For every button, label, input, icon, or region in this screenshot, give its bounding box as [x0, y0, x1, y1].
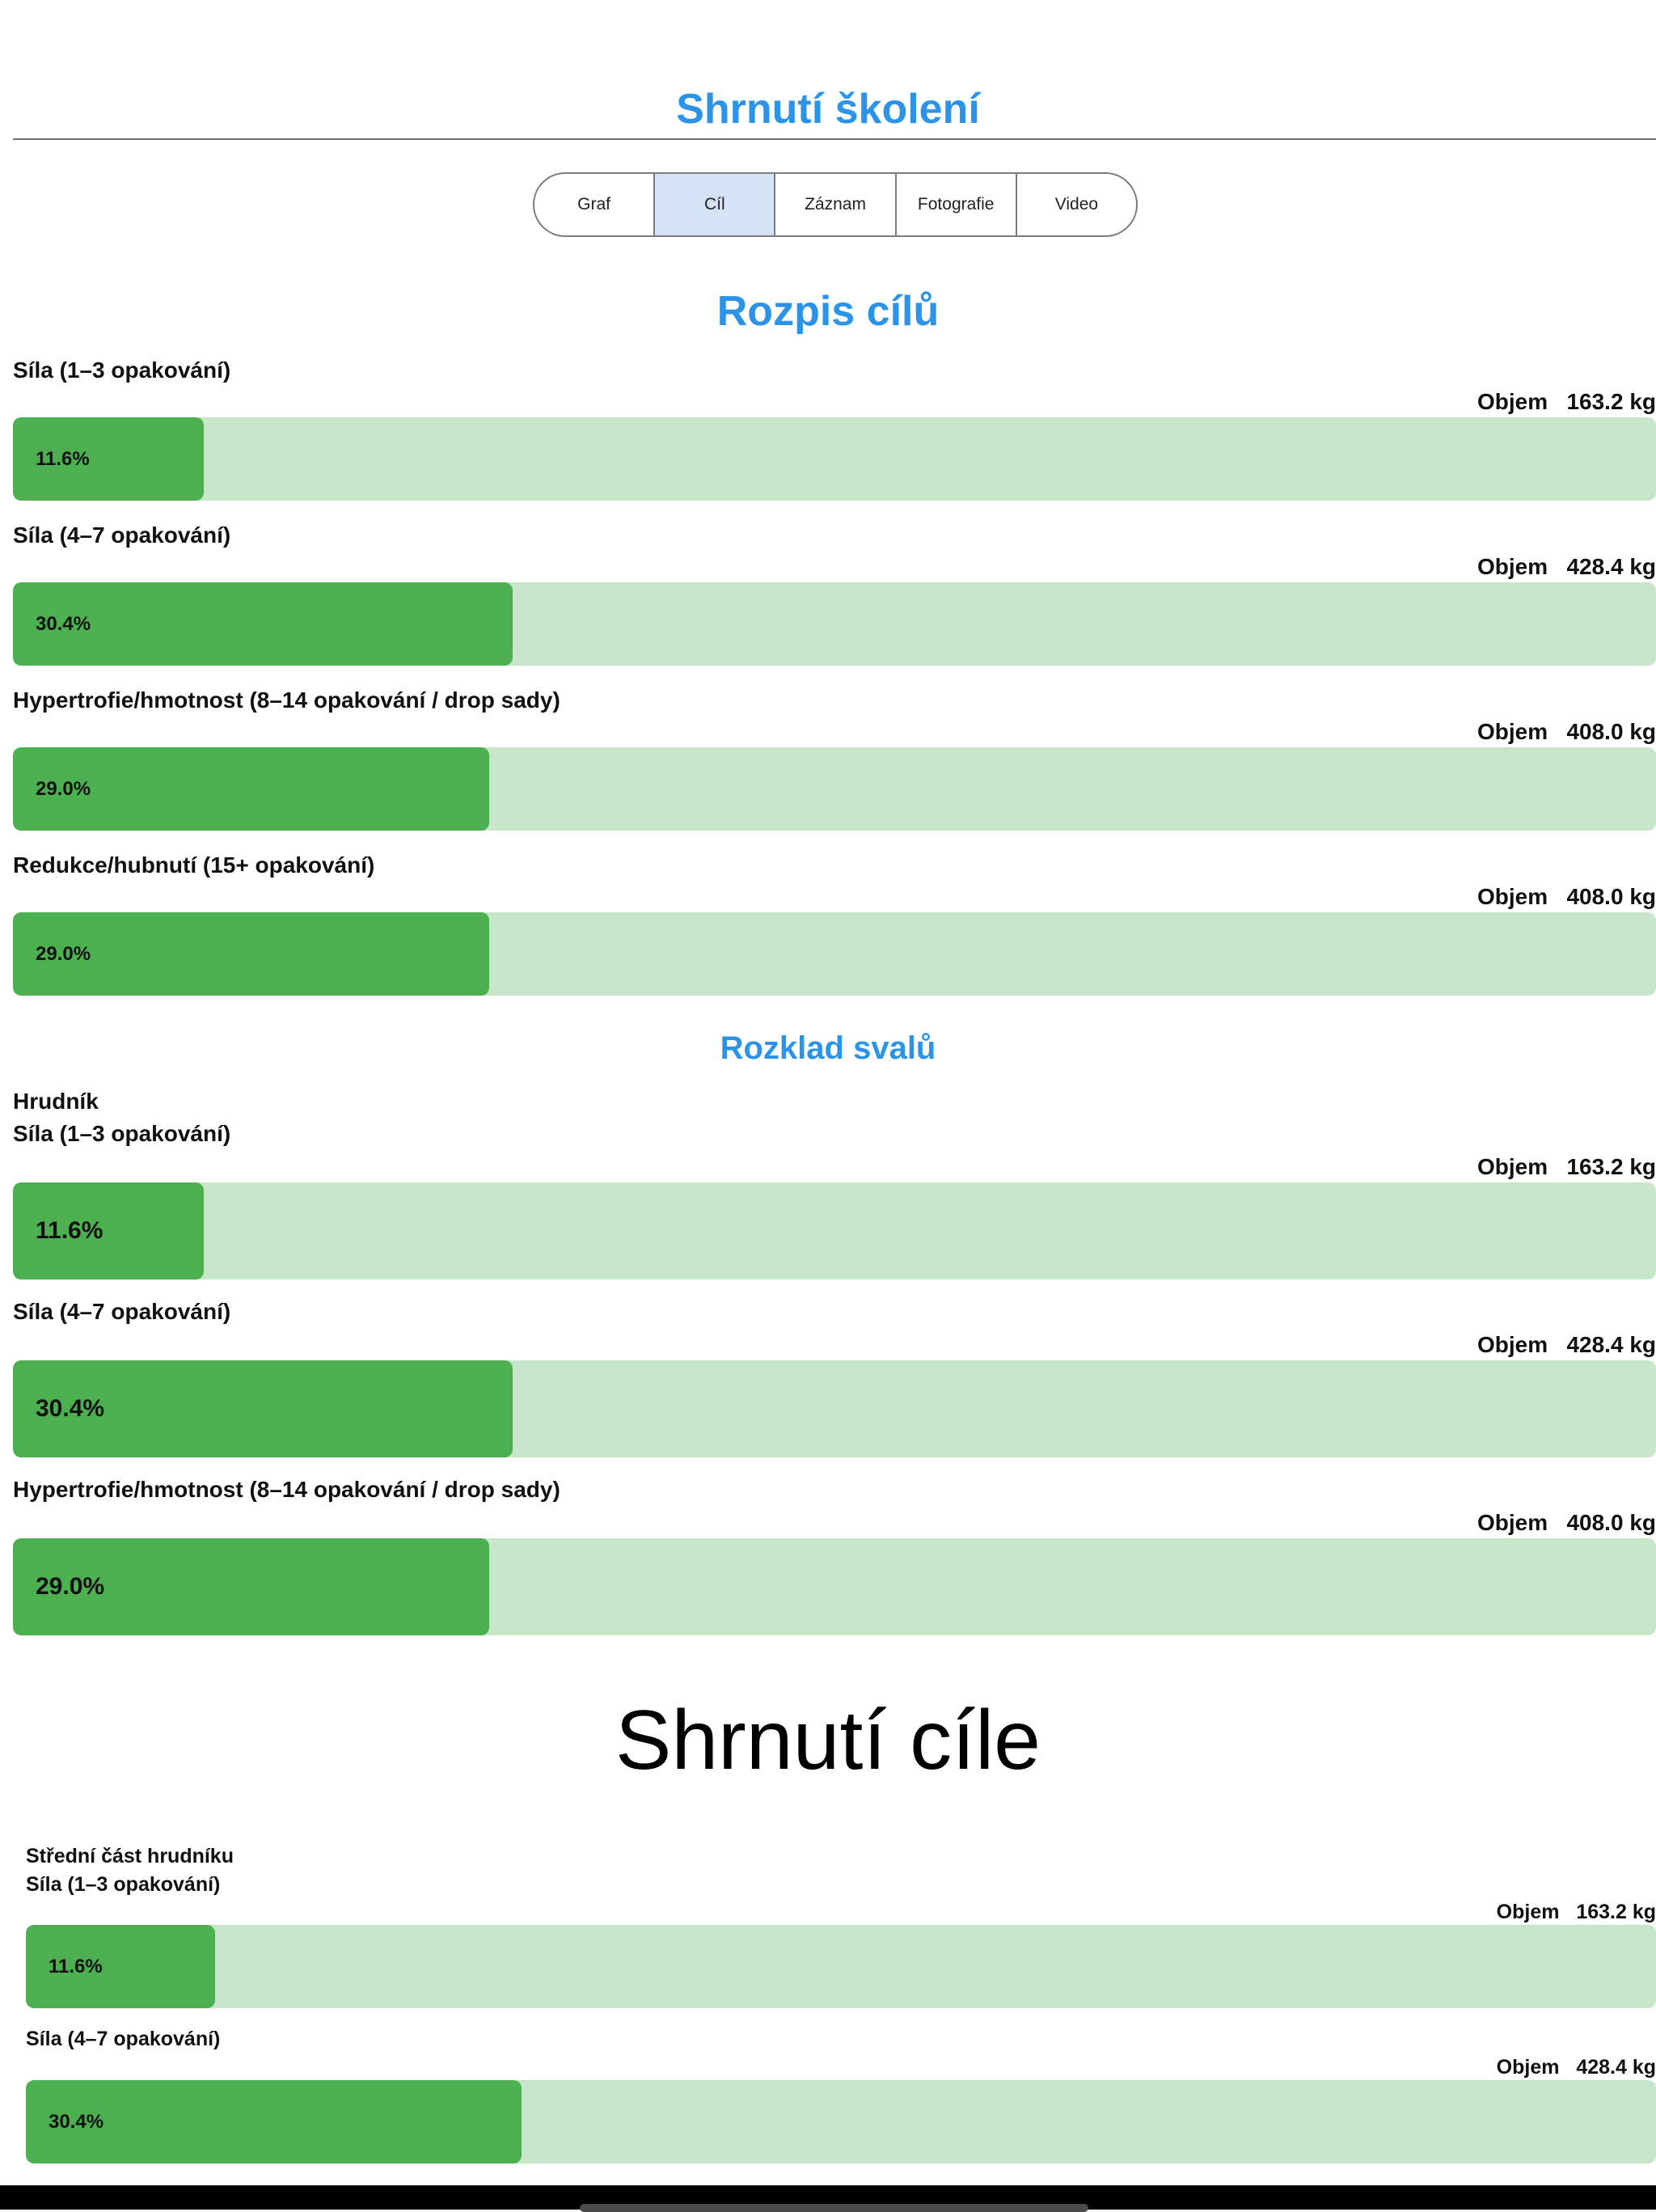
header-divider	[13, 138, 1656, 140]
goal-percent: 11.6%	[36, 447, 90, 470]
tab-graf[interactable]: Graf	[577, 195, 611, 214]
tab-segmented-control: Graf Cíl Záznam Fotografie Video	[533, 172, 1138, 237]
summary-group-label: Střední část hrudníku	[26, 1845, 234, 1867]
summary-row-volume: Objem 163.2 kg	[1496, 1901, 1656, 1923]
muscle-progress-bar: 30.4%	[13, 1360, 1656, 1457]
goal-progress-bar: 30.4%	[13, 582, 1656, 666]
goal-row-label: Síla (1–3 opakování)	[13, 357, 231, 383]
goal-progress-fill: 29.0%	[13, 747, 490, 831]
goal-row-volume: Objem 408.0 kg	[1476, 884, 1656, 909]
goal-row-label: Síla (4–7 opakování)	[13, 522, 231, 548]
summary-progress-bar: 11.6%	[26, 1925, 1656, 2008]
goal-row-volume: Objem 163.2 kg	[1476, 389, 1656, 414]
summary-progress-fill: 30.4%	[26, 2080, 522, 2163]
summary-row-label: Síla (4–7 opakování)	[26, 2028, 221, 2050]
goal-percent: 29.0%	[36, 942, 91, 965]
muscle-group-label: Hrudník	[13, 1089, 99, 1114]
tab-video[interactable]: Video	[1015, 174, 1136, 235]
summary-progress-bar: 30.4%	[26, 2080, 1656, 2163]
goal-progress-fill: 30.4%	[13, 582, 513, 666]
muscle-percent: 11.6%	[36, 1217, 104, 1244]
muscle-progress-bar: 29.0%	[13, 1538, 1656, 1635]
muscle-percent: 30.4%	[36, 1395, 105, 1422]
goal-row-label: Redukce/hubnutí (15+ opakování)	[13, 852, 375, 878]
summary-row-label: Síla (1–3 opakování)	[26, 1873, 221, 1896]
muscle-progress-fill: 29.0%	[13, 1538, 490, 1635]
goal-progress-fill: 29.0%	[13, 912, 490, 996]
goal-row-volume: Objem 408.0 kg	[1476, 719, 1656, 744]
muscle-breakdown-title: Rozklad svalů	[720, 1030, 936, 1066]
goal-summary-title: Shrnutí cíle	[615, 1694, 1041, 1787]
muscle-row-label: Síla (1–3 opakování)	[13, 1121, 231, 1146]
muscle-row-volume: Objem 408.0 kg	[1476, 1510, 1656, 1535]
tab-zaznam[interactable]: Záznam	[774, 174, 894, 235]
muscle-progress-fill: 30.4%	[13, 1360, 513, 1457]
muscle-row-volume: Objem 428.4 kg	[1476, 1332, 1656, 1357]
muscle-row-label: Hypertrofie/hmotnost (8–14 opakování / d…	[13, 1477, 560, 1502]
summary-percent: 30.4%	[49, 2110, 104, 2133]
summary-progress-fill: 11.6%	[26, 1925, 215, 2008]
goal-progress-bar: 29.0%	[13, 747, 1656, 831]
goal-breakdown-title: Rozpis cílů	[716, 288, 940, 335]
goal-progress-fill: 11.6%	[13, 417, 204, 501]
goal-percent: 29.0%	[36, 777, 91, 800]
page-title: Shrnutí školení	[676, 86, 980, 133]
muscle-progress-bar: 11.6%	[13, 1182, 1656, 1279]
muscle-row-label: Síla (4–7 opakování)	[13, 1299, 231, 1324]
goal-progress-bar: 11.6%	[13, 417, 1656, 501]
goal-percent: 30.4%	[36, 612, 91, 635]
summary-row-volume: Objem 428.4 kg	[1496, 2056, 1656, 2079]
muscle-percent: 29.0%	[36, 1573, 105, 1600]
muscle-progress-fill: 11.6%	[13, 1182, 204, 1279]
goal-row-label: Hypertrofie/hmotnost (8–14 opakování / d…	[13, 687, 560, 713]
tab-fotografie[interactable]: Fotografie	[894, 174, 1016, 235]
goal-progress-bar: 29.0%	[13, 912, 1656, 996]
summary-percent: 11.6%	[49, 1955, 103, 1977]
tab-cil[interactable]: Cíl	[653, 174, 775, 235]
home-indicator[interactable]	[580, 2204, 1088, 2212]
muscle-row-volume: Objem 163.2 kg	[1476, 1154, 1656, 1179]
goal-row-volume: Objem 428.4 kg	[1476, 554, 1656, 579]
